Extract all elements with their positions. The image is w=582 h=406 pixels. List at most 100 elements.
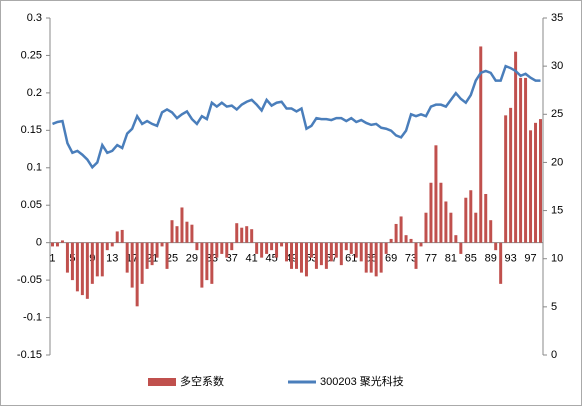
x-tick-label: 53 [305,253,317,265]
y-tick-label: 0.2 [27,87,42,99]
bar [265,242,269,254]
y2-tick-label: 30 [551,60,563,72]
bar [444,201,448,243]
bar [240,227,244,243]
legend-label: 300203 聚光科技 [320,374,404,388]
bar [304,242,308,277]
x-tick-label: 37 [226,253,238,265]
x-tick-label: 81 [445,253,457,265]
bar [529,130,533,243]
price-line [52,64,541,170]
bar [190,224,194,243]
bar [220,242,224,254]
bar [344,242,348,251]
bar [285,242,289,262]
bar [100,242,104,277]
bar [409,238,413,243]
bar [504,115,508,243]
bar [349,242,353,254]
bar [319,242,323,266]
y2-tick-label: 25 [551,108,563,120]
bar [115,231,119,243]
bar [359,242,363,262]
bar [389,238,393,243]
bar [60,240,64,243]
bar [110,242,114,247]
bar [230,242,234,251]
bar [494,242,498,251]
bar [215,242,219,258]
x-tick-label: 41 [246,253,258,265]
y-tick-label: 0.3 [27,12,42,24]
bar [295,242,298,269]
bar [270,242,274,251]
bar [225,242,229,258]
bar [175,226,179,243]
bar [534,122,538,243]
x-tick-label: 69 [385,253,397,265]
bar [334,242,338,258]
bar [439,182,443,243]
bar [414,242,418,269]
bar [314,242,318,269]
bar [419,242,423,247]
bar [90,242,94,284]
y-tick-label: 0 [36,237,42,249]
bar [309,242,313,258]
bar [474,212,478,243]
bar [459,242,463,254]
bar [509,107,513,243]
bar [85,242,89,299]
bar [105,242,109,251]
bar [260,242,264,258]
bar [200,242,204,288]
bar [195,242,199,251]
bar [135,242,139,307]
bar [469,190,473,243]
y2-tick-label: 15 [551,204,563,216]
x-tick-label: 13 [106,253,118,265]
x-tick-label: 45 [265,253,277,265]
y-tick-label: 0.15 [21,124,42,136]
y-tick-label: 0.1 [27,162,42,174]
bar [125,242,129,273]
bar [170,220,174,243]
bar [235,223,239,243]
bar [205,242,209,281]
bar [404,235,408,243]
bar [324,242,328,269]
bar [130,242,134,288]
bar [449,212,453,243]
bar [65,242,69,273]
x-tick-label: 73 [405,253,417,265]
legend-label: 多空系数 [180,374,224,388]
bar [70,242,74,281]
bar [275,242,279,258]
y2-tick-label: 10 [551,253,563,265]
y-tick-label: -0.15 [17,349,42,361]
bar [384,242,388,254]
x-tick-label: 1 [49,253,55,265]
bar [434,145,438,243]
y2-tick-label: 20 [551,156,563,168]
bar [339,242,343,266]
bar [145,242,149,269]
bar [255,242,259,254]
bar [499,242,503,284]
bar [429,182,433,243]
bar [539,119,543,243]
bar [165,242,169,269]
y-tick-label: 0.05 [21,199,42,211]
bar [185,221,189,243]
bar [75,242,79,292]
bar [394,223,398,243]
y2-tick-label: 5 [551,301,557,313]
bar [524,77,528,243]
y2-tick-label: 35 [551,12,563,24]
bar [479,46,483,243]
x-tick-label: 97 [524,253,536,265]
x-tick-label: 77 [425,253,437,265]
bar [80,242,84,296]
bar [290,242,294,269]
